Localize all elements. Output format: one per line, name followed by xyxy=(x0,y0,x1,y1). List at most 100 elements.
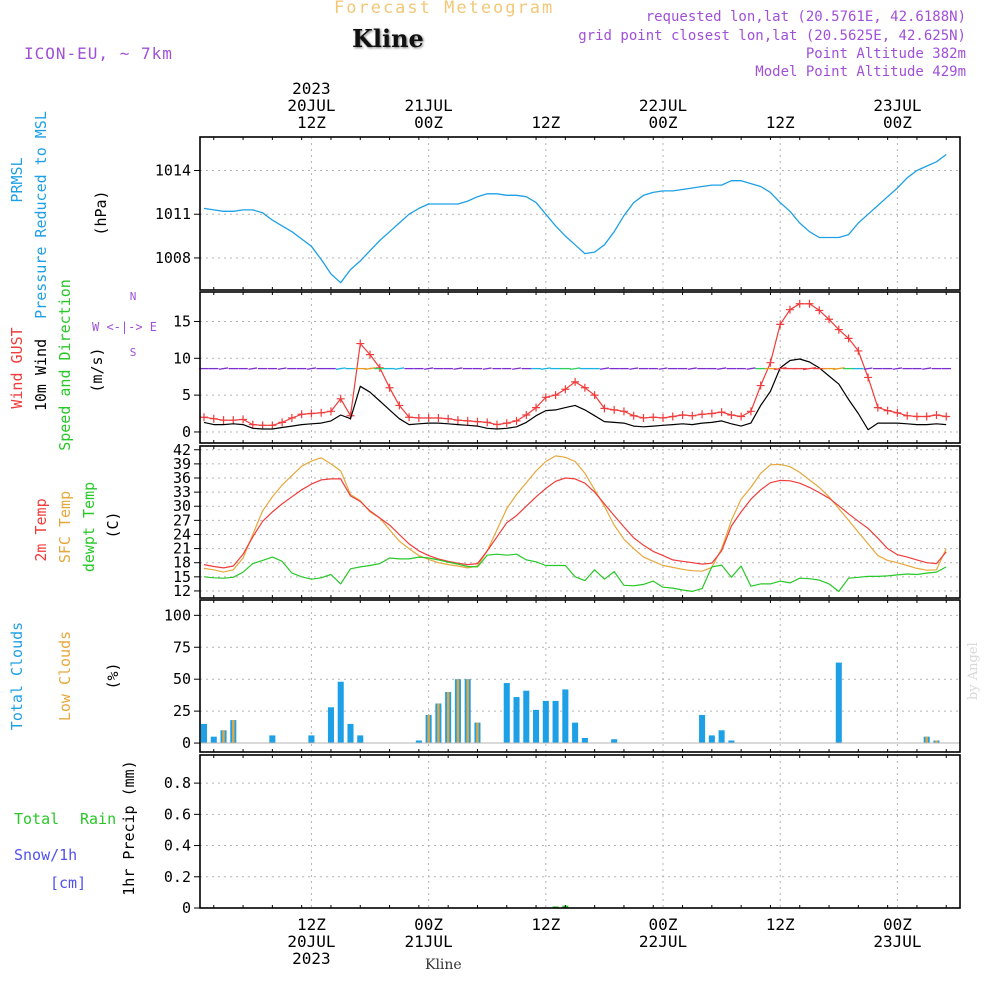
sfc-temp-label: SFC Temp xyxy=(56,491,74,563)
gust-marker xyxy=(649,413,658,422)
y-tick-label: 0.2 xyxy=(164,868,191,886)
wind-direction-arrow xyxy=(658,367,668,370)
gust-marker xyxy=(200,413,208,422)
time-axis-bottom-label: 20JUL xyxy=(287,932,335,951)
total-cloud-bar xyxy=(611,739,618,744)
snow-unit-label: [cm] xyxy=(50,874,86,892)
gust-marker xyxy=(405,413,414,422)
wind-direction-arrow xyxy=(922,367,932,370)
wind-direction-arrow xyxy=(424,367,434,370)
gust-marker xyxy=(502,419,511,428)
low-cloud-bar xyxy=(222,730,225,744)
gust-marker xyxy=(395,401,404,410)
y-tick-label: 1014 xyxy=(155,162,191,180)
time-axis-bottom-label: 22JUL xyxy=(639,932,687,951)
gust-marker xyxy=(424,413,433,422)
total-cloud-bar xyxy=(513,697,520,744)
wind-direction-arrow xyxy=(629,367,639,370)
wind-direction-arrow xyxy=(218,367,229,370)
gust-marker xyxy=(932,411,941,420)
gust-marker xyxy=(815,306,824,315)
gust-marker xyxy=(580,383,589,392)
pressure-unit-label: (hPa) xyxy=(92,190,110,235)
total-cloud-bar xyxy=(327,707,334,744)
wind-direction-arrow xyxy=(394,367,405,370)
gust-marker xyxy=(698,410,707,419)
wind-direction-arrow xyxy=(863,367,873,370)
gust-marker xyxy=(825,315,834,324)
wind-direction-arrow xyxy=(687,367,697,370)
gust-marker xyxy=(746,407,755,416)
dewpt-line xyxy=(203,553,947,593)
y-tick-label: 25 xyxy=(173,702,191,720)
gust-marker xyxy=(756,381,765,390)
wind-label: 10m Wind xyxy=(32,339,50,411)
gust-marker xyxy=(883,406,892,415)
temp-2m-line xyxy=(203,477,947,569)
gust-marker xyxy=(258,421,267,430)
gust-marker xyxy=(307,409,316,418)
gust-marker xyxy=(922,412,931,421)
time-axis-top-label: 00Z xyxy=(414,113,443,132)
low-cloud-bar xyxy=(476,722,479,744)
gust-marker xyxy=(776,320,785,329)
panel-frame xyxy=(199,445,961,599)
gust-marker xyxy=(834,325,843,334)
gust-marker xyxy=(610,405,619,414)
compass-north: N xyxy=(130,290,137,303)
requested-coords: requested lon,lat (20.5761E, 42.6188N) xyxy=(645,9,966,25)
total-cloud-bar xyxy=(542,700,549,744)
low-cloud-bar xyxy=(935,740,938,744)
time-axis-bottom-label: 00Z xyxy=(414,915,443,934)
pressure-label-long: Pressure Reduced to MSL xyxy=(32,111,50,319)
wind-direction-arrow xyxy=(453,367,463,370)
forecast-title: Forecast Meteogram xyxy=(334,0,555,18)
wind-direction-arrow xyxy=(716,367,727,370)
y-tick-label: 0 xyxy=(182,423,191,441)
y-tick-label: 42 xyxy=(173,441,191,459)
total-cloud-bar xyxy=(308,735,315,744)
low-cloud-label: Low Clouds xyxy=(56,631,74,721)
gust-marker xyxy=(795,299,804,308)
y-tick-label: 0.8 xyxy=(164,774,191,792)
y-tick-label: 5 xyxy=(182,386,191,404)
y-tick-label: 50 xyxy=(173,670,191,688)
watermark: by Angel xyxy=(966,642,981,700)
gust-marker xyxy=(678,411,687,420)
wind-direction-arrow xyxy=(599,367,610,370)
precip-unit-label: 1hr Precip (mm) xyxy=(120,760,138,895)
gust-marker xyxy=(864,373,873,382)
total-cloud-bar xyxy=(415,740,422,744)
y-tick-label: 18 xyxy=(173,554,191,572)
gust-marker xyxy=(619,407,628,416)
y-tick-label: 15 xyxy=(173,312,191,330)
time-axis-bottom-label: 00Z xyxy=(649,915,678,934)
gust-marker xyxy=(942,412,951,421)
low-cloud-bar xyxy=(925,736,928,744)
time-axis-top-label: 21JUL xyxy=(405,96,453,115)
gust-marker xyxy=(571,377,580,386)
time-axis-top-label: 12Z xyxy=(297,113,326,132)
total-cloud-bar xyxy=(503,683,510,744)
y-tick-label: 12 xyxy=(173,582,191,600)
gust-marker xyxy=(287,413,296,422)
snow-label: Snow/1h xyxy=(14,846,77,864)
gust-marker xyxy=(532,403,541,412)
gust-marker xyxy=(707,409,716,418)
model-name: ICON-EU, ~ 7km xyxy=(24,44,173,63)
wind-direction-arrow xyxy=(306,367,317,370)
low-cloud-bar xyxy=(446,691,450,744)
total-cloud-label: Total Clouds xyxy=(8,622,26,730)
total-cloud-bar xyxy=(269,735,276,744)
panel-frame xyxy=(199,136,961,291)
time-axis-bottom-label: 2023 xyxy=(292,949,331,968)
y-tick-label: 1011 xyxy=(155,205,191,223)
wind-direction-label: Speed and Direction xyxy=(56,279,74,451)
gust-marker xyxy=(239,415,248,424)
gust-marker xyxy=(453,416,462,425)
gust-marker xyxy=(336,394,345,403)
gust-marker xyxy=(317,408,326,417)
y-tick-label: 0 xyxy=(182,734,191,752)
gust-label: Wind GUST xyxy=(8,327,26,408)
